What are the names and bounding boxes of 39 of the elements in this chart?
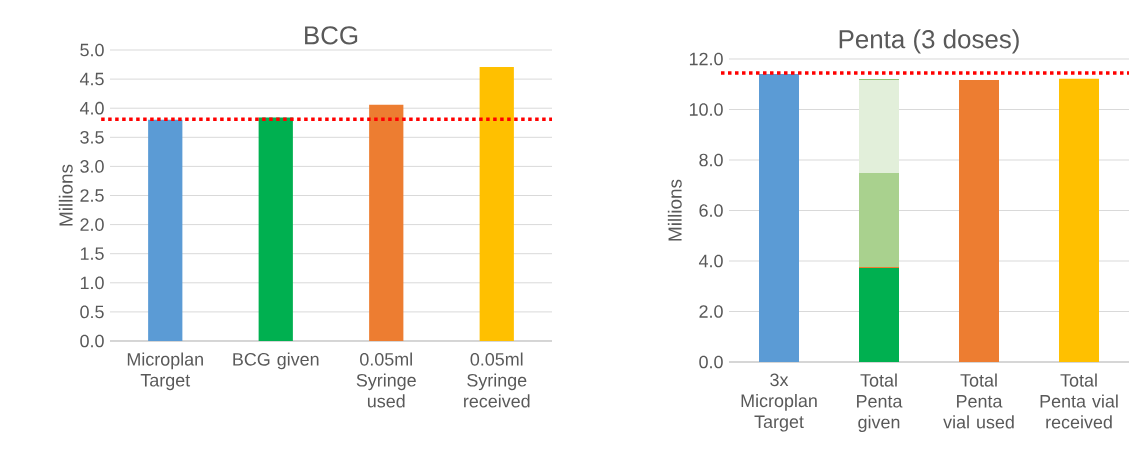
y-tick-label: 2.5: [80, 189, 104, 202]
x-tick-label: 0.05ml Syringe received: [464, 352, 530, 408]
x-tick-label: BCG given: [233, 352, 319, 370]
x-tick-label: Microplan Target: [127, 352, 203, 391]
y-tick-label: 8.0: [699, 153, 723, 167]
y-tick-label: 1.0: [80, 276, 104, 290]
y-tick-label: 10.0: [689, 103, 723, 116]
chart-title: Penta (3 doses): [839, 29, 1019, 54]
y-axis-title: Millions: [667, 179, 682, 241]
bar: [759, 73, 800, 362]
y-tick-label: 2.0: [699, 305, 723, 318]
y-axis-title: Millions: [58, 164, 73, 226]
y-tick-label: 6.0: [699, 204, 723, 217]
chart-title: BCG: [305, 26, 358, 45]
bar: [1059, 78, 1100, 362]
y-tick-label: 0.0: [699, 355, 723, 369]
y-tick-label: 0.0: [80, 334, 104, 348]
x-tick-label: 3x Microplan Target: [741, 373, 817, 432]
x-tick-label: Total Penta given: [857, 373, 903, 433]
y-tick-label: 3.0: [80, 160, 104, 173]
y-tick-label: 4.0: [79, 101, 104, 115]
x-tick-label: 0.05ml Syringe used: [356, 352, 416, 408]
y-tick-label: 12.0: [689, 52, 723, 66]
y-tick-label: 4.0: [698, 254, 723, 268]
y-tick-label: 3.5: [80, 130, 104, 144]
bar: [859, 79, 900, 173]
x-tick-label: Total Penta vial used: [943, 373, 1014, 429]
y-tick-label: 5.0: [80, 43, 104, 57]
y-tick-label: 2.0: [80, 218, 104, 231]
x-tick-label: Total Penta vial received: [1040, 373, 1118, 429]
y-tick-label: 0.5: [80, 305, 104, 319]
bar: [258, 117, 293, 341]
y-tick-label: 1.5: [80, 247, 104, 260]
bar: [479, 66, 514, 341]
y-tick-label: 4.5: [79, 72, 104, 86]
bar: [859, 172, 900, 268]
bar: [859, 268, 900, 362]
bar: [148, 119, 183, 341]
bar: [369, 104, 404, 341]
